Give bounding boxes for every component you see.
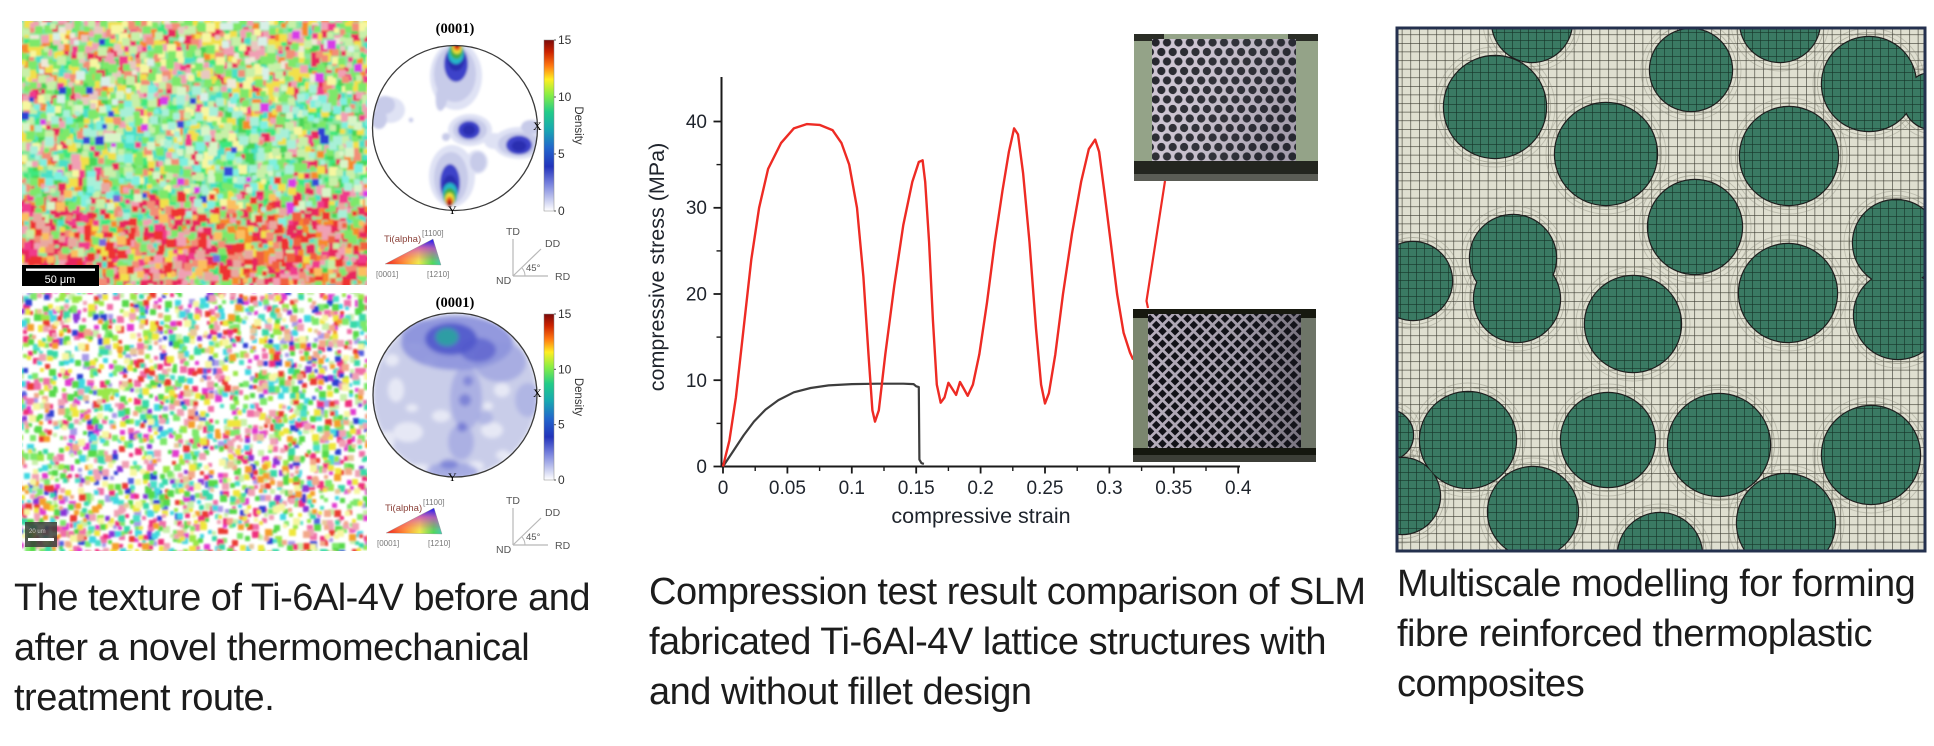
svg-text:10: 10 (558, 90, 572, 104)
svg-text:40: 40 (686, 112, 707, 133)
svg-text:0: 0 (558, 204, 565, 218)
svg-text:0.1: 0.1 (839, 478, 865, 499)
svg-text:20 um: 20 um (29, 529, 46, 535)
svg-text:0: 0 (558, 473, 565, 487)
svg-text:30: 30 (686, 198, 707, 219)
svg-text:[1210]: [1210] (428, 539, 450, 548)
svg-text:TD: TD (506, 495, 520, 507)
svg-text:ND: ND (496, 544, 512, 556)
svg-text:DD: DD (545, 238, 561, 250)
svg-text:0.35: 0.35 (1155, 478, 1192, 499)
svg-text:ND: ND (496, 275, 512, 287)
svg-text:15: 15 (558, 307, 572, 321)
svg-text:(0001): (0001) (436, 295, 475, 311)
svg-text:[1210]: [1210] (427, 270, 449, 279)
svg-text:45°: 45° (526, 263, 541, 274)
svg-text:Density: Density (572, 378, 584, 417)
svg-text:Density: Density (572, 106, 584, 145)
svg-text:X: X (533, 386, 542, 400)
svg-text:0.2: 0.2 (967, 478, 993, 499)
svg-text:Ti(alpha): Ti(alpha) (384, 234, 421, 245)
svg-text:[1100]: [1100] (423, 498, 445, 507)
svg-text:X: X (533, 119, 542, 133)
svg-text:0: 0 (718, 478, 729, 499)
svg-text:Ti(alpha): Ti(alpha) (385, 503, 422, 514)
svg-text:10: 10 (686, 371, 707, 392)
svg-text:TD: TD (506, 226, 520, 238)
svg-text:compressive stress (MPa): compressive stress (MPa) (645, 143, 669, 392)
svg-text:RD: RD (555, 540, 571, 552)
svg-text:0.05: 0.05 (769, 478, 806, 499)
svg-text:5: 5 (558, 418, 565, 432)
svg-text:[1100]: [1100] (422, 229, 444, 238)
svg-text:0.25: 0.25 (1027, 478, 1064, 499)
svg-text:Y: Y (448, 203, 457, 217)
svg-text:10: 10 (558, 362, 572, 376)
svg-text:5: 5 (558, 147, 565, 161)
svg-text:RD: RD (555, 271, 571, 283)
svg-text:20: 20 (686, 285, 707, 306)
svg-text:[0001]: [0001] (376, 270, 398, 279)
svg-text:0.3: 0.3 (1096, 478, 1122, 499)
svg-text:45°: 45° (526, 532, 541, 543)
svg-text:[0001]: [0001] (377, 539, 399, 548)
svg-text:15: 15 (558, 33, 572, 47)
svg-text:0.4: 0.4 (1225, 478, 1252, 499)
svg-text:(0001): (0001) (436, 21, 475, 37)
svg-text:0: 0 (696, 457, 707, 478)
svg-text:Y: Y (448, 470, 457, 484)
svg-text:compressive strain: compressive strain (891, 504, 1070, 528)
svg-text:50 μm: 50 μm (45, 274, 76, 286)
svg-text:0.15: 0.15 (898, 478, 935, 499)
svg-text:DD: DD (545, 507, 561, 519)
